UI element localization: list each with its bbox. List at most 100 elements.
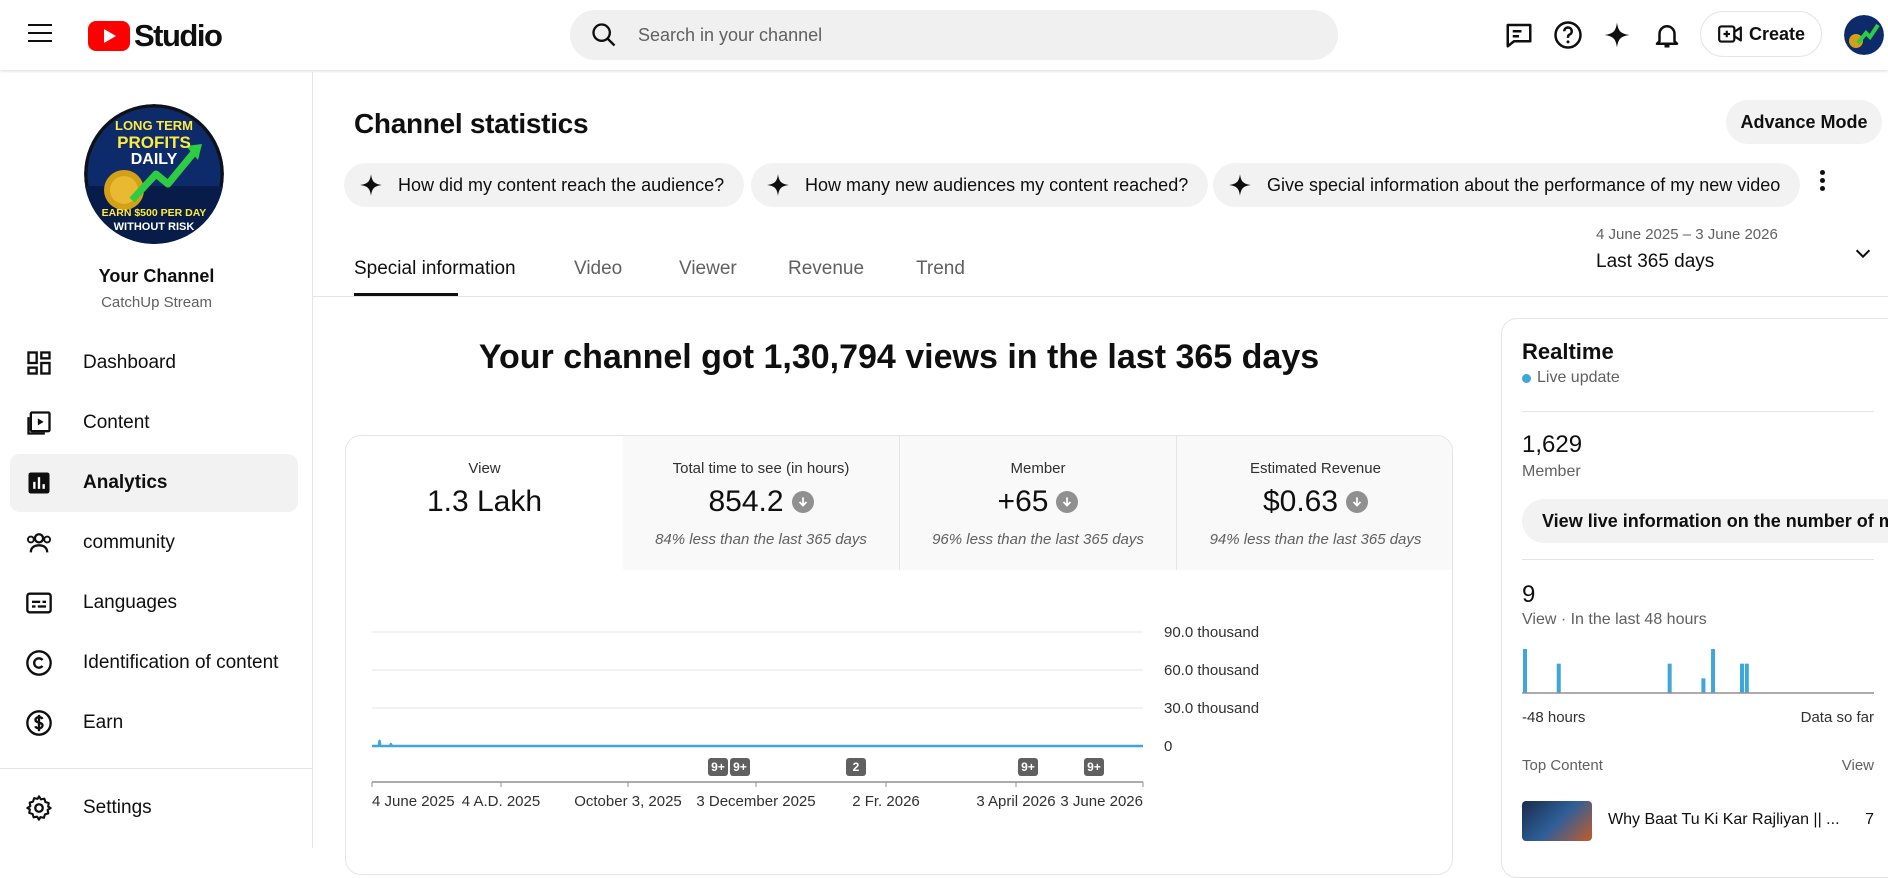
sidebar-item-content[interactable]: Content bbox=[10, 394, 298, 452]
languages-icon bbox=[26, 592, 52, 614]
copyright-icon bbox=[26, 650, 52, 676]
view-live-members-button[interactable]: View live information on the number of m… bbox=[1522, 499, 1888, 543]
marker-label: 9+ bbox=[1021, 760, 1035, 774]
upload-marker[interactable]: 9+ bbox=[1018, 758, 1038, 776]
members-label: Member bbox=[1522, 463, 1581, 480]
x-tick-label: 3 April 2026 bbox=[976, 793, 1055, 810]
menu-icon[interactable] bbox=[28, 24, 52, 44]
date-range: 4 June 2025 – 3 June 2026 bbox=[1596, 226, 1778, 243]
sidebar-item-dashboard[interactable]: Dashboard bbox=[10, 334, 298, 392]
tab-trend[interactable]: Trend bbox=[916, 258, 965, 279]
top-video-views: 7 bbox=[1865, 811, 1874, 828]
realtime-panel: Realtime Live update 1,629 Member View l… bbox=[1501, 318, 1888, 878]
tab-viewer[interactable]: Viewer bbox=[679, 258, 737, 279]
sidebar-item-languages[interactable]: Languages bbox=[10, 574, 298, 632]
sidebar-item-label: Dashboard bbox=[83, 352, 176, 373]
tab-revenue[interactable]: Revenue bbox=[788, 258, 865, 279]
spark-bar[interactable] bbox=[1667, 663, 1672, 693]
sparkle-icon[interactable] bbox=[1602, 20, 1632, 50]
views-series-line[interactable] bbox=[371, 739, 1144, 748]
upload-marker[interactable]: 9+ bbox=[708, 758, 728, 776]
marker-label: 9+ bbox=[1087, 760, 1101, 774]
live-label: Live update bbox=[1537, 369, 1620, 386]
metric-value: $0.63 bbox=[1262, 485, 1339, 518]
more-options-icon[interactable] bbox=[1816, 170, 1828, 200]
arrow-down-icon bbox=[1056, 491, 1079, 513]
sidebar-item-settings[interactable]: Settings bbox=[10, 779, 298, 837]
y-tick-label: 0 bbox=[1164, 738, 1172, 755]
chip-label: How did my content reach the audience? bbox=[398, 174, 725, 195]
sidebar-item-analytics[interactable]: Analytics bbox=[10, 454, 298, 512]
metrics-card: View 1.3 Lakh Total time to see (in hour… bbox=[345, 435, 1453, 875]
avatar-line-1: LONG TERM bbox=[115, 118, 193, 133]
metric-value: +65 bbox=[997, 485, 1049, 518]
metric-views[interactable]: View 1.3 Lakh bbox=[346, 436, 623, 570]
search-input[interactable] bbox=[638, 24, 1238, 46]
metric-revenue[interactable]: Estimated Revenue $0.63 94% less than th… bbox=[1177, 436, 1452, 570]
divider bbox=[1522, 411, 1874, 412]
metric-change: 94% less than the last 365 days bbox=[1209, 531, 1422, 548]
upload-marker[interactable]: 9+ bbox=[1084, 758, 1104, 776]
spark-bar[interactable] bbox=[1739, 663, 1744, 693]
advance-mode-button[interactable]: Advance Mode bbox=[1726, 100, 1882, 144]
create-button[interactable]: Create bbox=[1700, 11, 1822, 57]
video-thumbnail[interactable] bbox=[1522, 801, 1592, 841]
help-icon[interactable] bbox=[1553, 20, 1583, 50]
dashboard-icon bbox=[27, 351, 51, 375]
metric-value: 854.2 bbox=[708, 485, 784, 518]
sidebar-item-earn[interactable]: Earn bbox=[10, 694, 298, 752]
spark-bar[interactable] bbox=[1523, 649, 1527, 693]
bell-icon[interactable] bbox=[1652, 20, 1682, 50]
metric-label: View bbox=[468, 460, 501, 477]
sidebar-item-label: Settings bbox=[83, 797, 152, 818]
sidebar-item-label: Analytics bbox=[83, 472, 168, 493]
suggestion-chip[interactable]: How many new audiences my content reache… bbox=[751, 163, 1209, 207]
earn-icon bbox=[26, 710, 52, 736]
chip-label: Give special information about the perfo… bbox=[1267, 174, 1781, 195]
tab-video[interactable]: Video bbox=[574, 258, 623, 279]
metric-change: 96% less than the last 365 days bbox=[932, 531, 1144, 548]
spark-bar[interactable] bbox=[1744, 663, 1749, 693]
date-range-picker[interactable]: 4 June 2025 – 3 June 2026 Last 365 days bbox=[1596, 226, 1778, 273]
studio-logo[interactable]: Studio bbox=[88, 18, 223, 54]
suggestion-chip[interactable]: How did my content reach the audience? bbox=[344, 163, 745, 207]
active-tab-indicator bbox=[354, 293, 458, 296]
top-content-column: View bbox=[1841, 757, 1874, 774]
sidebar-item-community[interactable]: community bbox=[10, 514, 298, 572]
sparkle-icon bbox=[1229, 174, 1251, 196]
spark-bar[interactable] bbox=[1711, 649, 1716, 693]
logo-text: Studio bbox=[134, 18, 223, 53]
views-label: View · In the last 48 hours bbox=[1522, 611, 1707, 628]
metric-change: 84% less than the last 365 days bbox=[655, 531, 867, 548]
search-bar[interactable] bbox=[570, 10, 1338, 60]
realtime-title: Realtime bbox=[1522, 339, 1614, 364]
date-period: Last 365 days bbox=[1596, 251, 1715, 272]
search-icon[interactable] bbox=[590, 21, 618, 49]
channel-name: Your Channel bbox=[98, 266, 215, 286]
metric-watch-time[interactable]: Total time to see (in hours) 854.2 84% l… bbox=[623, 436, 900, 570]
tab-special-information[interactable]: Special information bbox=[354, 258, 516, 279]
x-tick-label: 3 December 2025 bbox=[696, 793, 815, 810]
upload-marker[interactable]: 2 bbox=[846, 758, 866, 776]
top-content-label: Top Content bbox=[1522, 757, 1603, 774]
top-video-title[interactable]: Why Baat Tu Ki Kar Rajliyan || ... bbox=[1608, 811, 1840, 828]
arrow-down-icon bbox=[1346, 491, 1369, 513]
analytics-tabs: Special information Video Viewer Revenue… bbox=[313, 248, 1888, 297]
account-avatar[interactable] bbox=[1844, 15, 1884, 55]
y-tick-label: 60.0 thousand bbox=[1164, 662, 1259, 679]
channel-avatar[interactable]: LONG TERM PROFITS DAILY EARN $500 PER DA… bbox=[84, 104, 224, 244]
spark-bar[interactable] bbox=[1556, 663, 1561, 693]
upload-marker[interactable]: 9+ bbox=[730, 758, 750, 776]
metric-members[interactable]: Member +65 96% less than the last 365 da… bbox=[900, 436, 1177, 570]
suggestion-chip[interactable]: Give special information about the perfo… bbox=[1213, 163, 1801, 207]
sidebar-item-content-id[interactable]: Identification of content bbox=[10, 634, 298, 692]
community-icon bbox=[26, 533, 52, 553]
sparkle-icon bbox=[360, 174, 382, 196]
feedback-icon[interactable] bbox=[1504, 20, 1534, 50]
metric-label: Total time to see (in hours) bbox=[672, 460, 850, 477]
avatar-line-3: DAILY bbox=[131, 151, 178, 168]
gear-icon bbox=[26, 795, 52, 821]
x-tick-label: 2 Fr. 2026 bbox=[852, 793, 920, 810]
spark-bar[interactable] bbox=[1701, 678, 1706, 693]
chevron-down-icon[interactable] bbox=[1852, 242, 1874, 264]
